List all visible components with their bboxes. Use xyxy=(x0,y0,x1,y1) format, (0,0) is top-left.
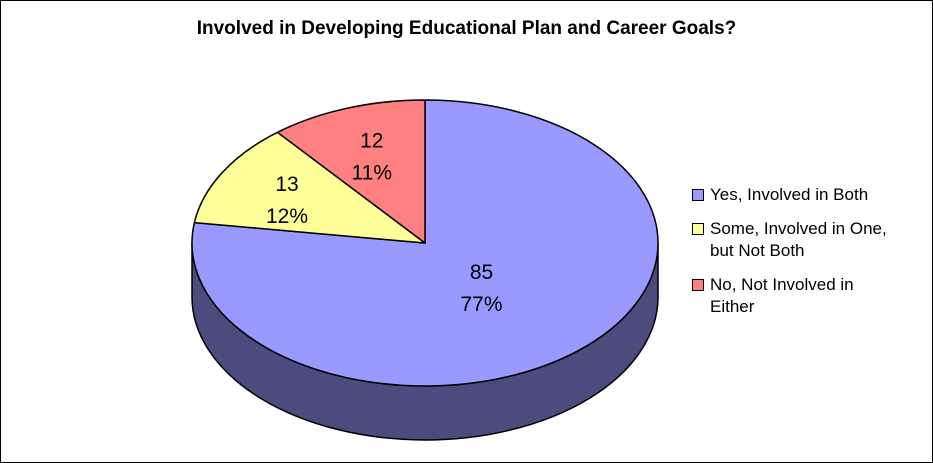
legend-label-line: No, Not Involved in xyxy=(710,275,854,294)
legend-swatch-icon xyxy=(692,189,704,201)
legend-label-line: Either xyxy=(710,297,755,316)
slice-value-label-1: 13 xyxy=(275,173,298,196)
pie-slice-2 xyxy=(276,99,426,244)
slice-percent-label-1: 12% xyxy=(266,205,308,228)
pie-labels: 85 77% 13 12% 12 11% xyxy=(266,129,503,316)
slice-percent-label-2: 11% xyxy=(352,161,392,184)
slice-value-label-2: 12 xyxy=(360,129,383,152)
legend-label-line: Some, Involved in One, xyxy=(710,219,887,238)
legend-swatch-icon xyxy=(692,223,704,235)
legend-swatch-icon xyxy=(692,279,704,291)
slice-value-label-0: 85 xyxy=(470,261,493,284)
legend-item: No, Not Involved in Either xyxy=(692,274,927,318)
pie-top xyxy=(191,99,659,387)
legend-label-line: but Not Both xyxy=(710,241,805,260)
legend-item: Yes, Involved in Both xyxy=(692,184,927,206)
legend: Yes, Involved in Both Some, Involved in O… xyxy=(692,184,927,330)
slice-percent-label-0: 77% xyxy=(460,293,502,316)
legend-item: Some, Involved in One, but Not Both xyxy=(692,218,927,262)
legend-label-line: Yes, Involved in Both xyxy=(710,185,869,204)
pie-slice-1 xyxy=(193,131,426,244)
chart-title: Involved in Developing Educational Plan … xyxy=(196,18,737,39)
